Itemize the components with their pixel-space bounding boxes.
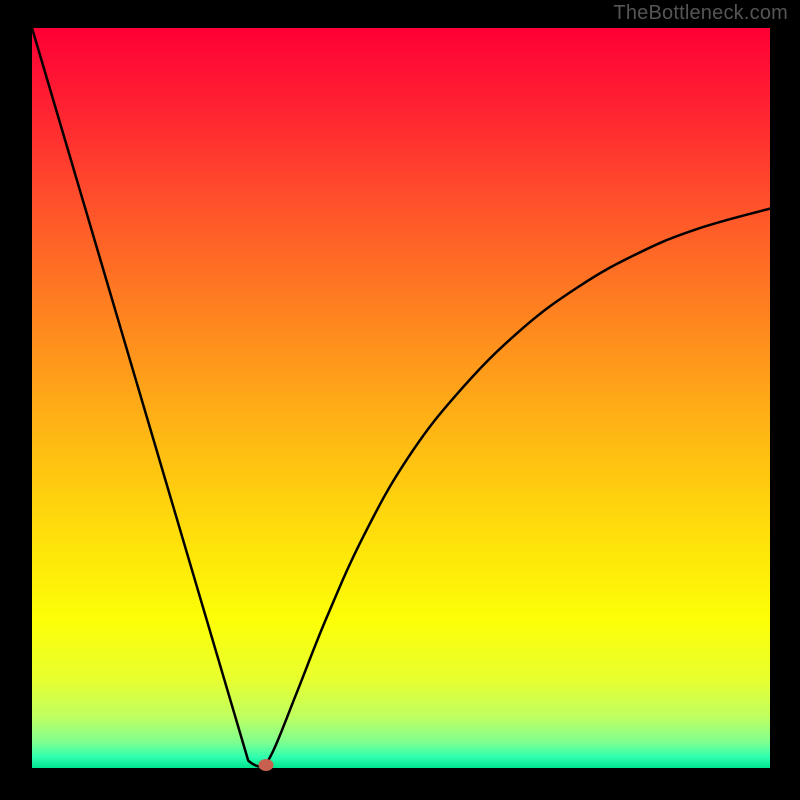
- plot-area: [32, 28, 770, 768]
- watermark-text: TheBottleneck.com: [613, 2, 788, 25]
- gradient-background: [32, 28, 770, 768]
- optimum-marker: [258, 759, 273, 771]
- chart-container: TheBottleneck.com: [0, 0, 800, 800]
